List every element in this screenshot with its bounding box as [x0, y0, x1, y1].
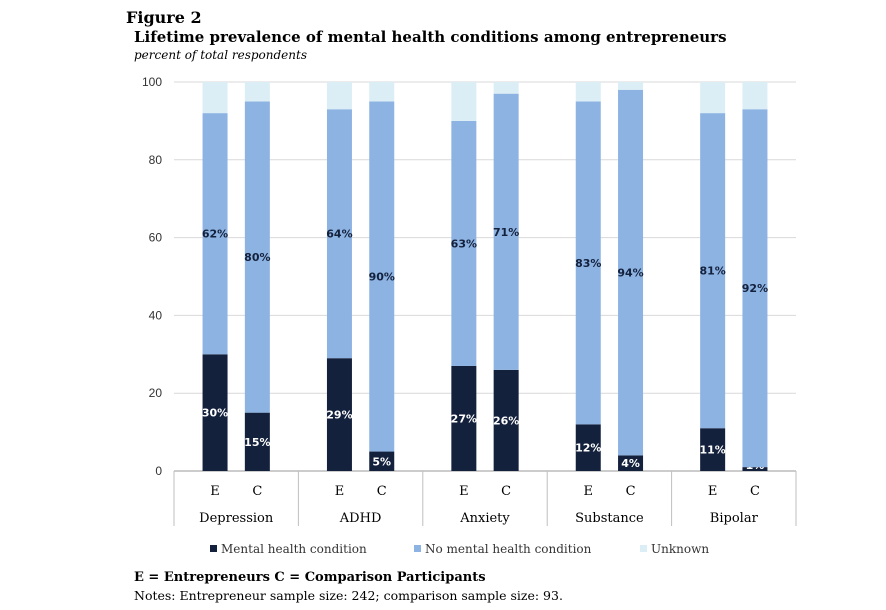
x-subcategory-label: E [335, 484, 345, 499]
data-label: 15% [244, 436, 270, 449]
bar-segment [700, 113, 726, 429]
data-label: 26% [493, 414, 519, 427]
x-group-label: Depression [199, 511, 274, 526]
bar-segment [618, 82, 644, 90]
stacked-bar-chart: 0 20 40 60 80 100 30% 62% E 15% 80% C 29% 64% E 5% 90% C 2… [142, 75, 797, 556]
bar-segment [202, 113, 228, 355]
data-label: 27% [451, 412, 477, 425]
x-group-label: ADHD [339, 511, 382, 526]
bar-segment [451, 365, 477, 471]
y-tick-label: 20 [149, 386, 163, 400]
bar-segment [326, 358, 352, 471]
data-label: 80% [244, 251, 270, 264]
y-tick-label: 60 [149, 231, 163, 245]
bar-segment [742, 82, 768, 110]
y-tick-label: 0 [155, 464, 162, 478]
bar-segment [369, 451, 395, 471]
y-tick-label: 40 [149, 308, 163, 322]
x-group-label: Substance [575, 511, 644, 526]
bar-segment [202, 354, 228, 471]
bar-segment [575, 82, 601, 102]
x-subcategory-label: C [501, 484, 511, 499]
bar-segment [493, 82, 519, 94]
bar-segment [618, 89, 644, 456]
legend-swatch [210, 545, 217, 552]
bar-segment [202, 82, 228, 114]
data-label: 30% [202, 407, 228, 420]
chart-subtitle: percent of total respondents [134, 48, 307, 62]
bar-segment [244, 82, 270, 102]
x-group-label: Anxiety [459, 511, 510, 526]
x-subcategory-label: E [708, 484, 718, 499]
bar-segment [742, 109, 768, 468]
chart-notes: Notes: Entrepreneur sample size: 242; co… [134, 588, 563, 603]
data-label: 64% [326, 228, 352, 241]
data-label: 92% [742, 282, 768, 295]
legend-swatch [414, 545, 421, 552]
legend-label: No mental health condition [425, 542, 592, 556]
data-label: 94% [617, 267, 643, 280]
bar-segment [700, 82, 726, 114]
y-tick-label: 80 [149, 153, 163, 167]
data-label: 63% [451, 237, 477, 250]
x-subcategory-label: C [750, 484, 760, 499]
x-subcategory-label: C [626, 484, 636, 499]
data-label: 71% [493, 226, 519, 239]
bar-segment [618, 455, 644, 471]
bar-segment [326, 109, 352, 359]
bar-segment [451, 82, 477, 121]
legend-swatch [640, 545, 647, 552]
figure-label: Figure 2 [126, 8, 202, 27]
data-label: 29% [326, 409, 352, 422]
x-subcategory-label: C [252, 484, 262, 499]
bar-segment [575, 424, 601, 471]
y-tick-label: 100 [142, 75, 162, 89]
bar-segment [244, 101, 270, 413]
bar-segment [244, 412, 270, 471]
bar-segment [493, 369, 519, 471]
data-label: 81% [699, 265, 725, 278]
data-label: 62% [202, 228, 228, 241]
bar-segment [493, 93, 519, 370]
x-subcategory-label: C [377, 484, 387, 499]
chart-title: Lifetime prevalence of mental health con… [134, 28, 727, 46]
x-subcategory-label: E [459, 484, 469, 499]
bar-segment [742, 467, 768, 471]
bar-segment [700, 428, 726, 471]
data-label: 5% [372, 455, 391, 468]
data-label: 12% [575, 442, 601, 455]
bar-segment [575, 101, 601, 425]
bar-segment [369, 101, 395, 452]
data-label: 90% [369, 271, 395, 284]
data-label: 4% [621, 457, 640, 470]
x-subcategory-label: E [584, 484, 594, 499]
data-label: 11% [699, 444, 725, 457]
data-label: 83% [575, 257, 601, 270]
x-subcategory-label: E [210, 484, 220, 499]
abbreviation-key: E = Entrepreneurs C = Comparison Partici… [134, 570, 486, 585]
legend-label: Mental health condition [221, 542, 367, 556]
bar-segment [369, 82, 395, 102]
bar-segment [326, 82, 352, 110]
legend-label: Unknown [651, 542, 709, 556]
x-group-label: Bipolar [710, 511, 759, 526]
bar-segment [451, 120, 477, 366]
